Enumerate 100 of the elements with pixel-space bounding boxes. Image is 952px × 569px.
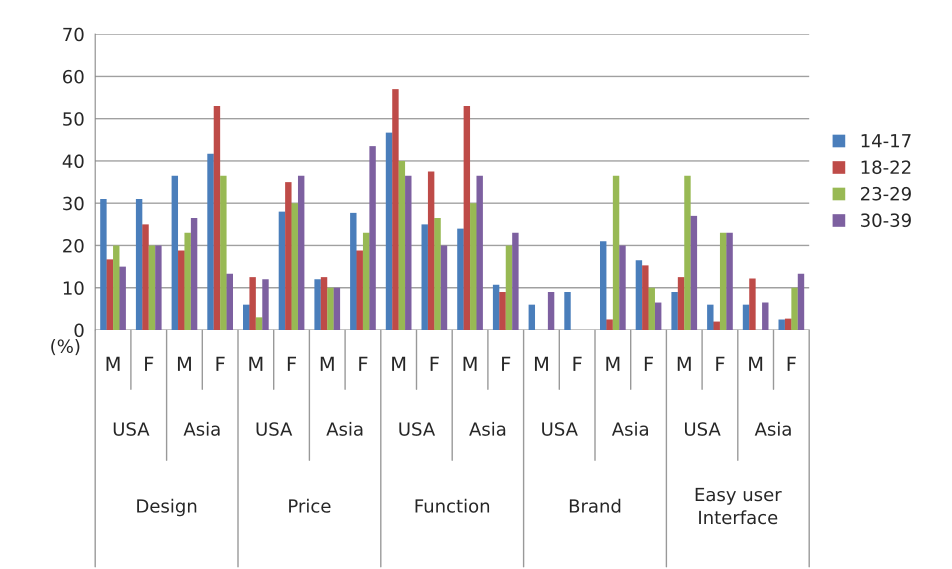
bar: [100, 198, 107, 330]
text: USA: [542, 422, 578, 436]
bar: [298, 176, 304, 330]
bar: [172, 176, 178, 330]
bar: [606, 319, 613, 330]
text: Asia: [326, 422, 362, 436]
bar: [405, 176, 412, 330]
bar: [707, 304, 714, 330]
text: USA: [256, 422, 292, 436]
text: Brand: [570, 498, 620, 513]
x-tick-label: M: [178, 356, 191, 371]
bar: [749, 278, 756, 330]
bar: [207, 154, 214, 330]
x-tick-label: M: [606, 356, 620, 371]
bar: [492, 284, 500, 330]
bar: [499, 292, 506, 330]
bar: [434, 218, 441, 330]
bar: [528, 304, 536, 330]
y-axis-title: (%): [51, 339, 80, 356]
x-tick-label: F: [216, 356, 225, 371]
text: USA: [114, 422, 150, 436]
bar: [350, 212, 357, 330]
bar: [506, 245, 512, 330]
bar: [642, 265, 649, 330]
text: Price: [289, 498, 330, 513]
bar: [148, 245, 156, 330]
bar: [457, 228, 464, 330]
bar: [190, 218, 198, 330]
x-tick-label: F: [430, 356, 439, 371]
x-tick-label: M: [392, 356, 406, 371]
bar: [636, 260, 642, 330]
x-tick-label: F: [644, 356, 654, 371]
x-tick-label: F: [359, 356, 368, 371]
bar: [214, 106, 220, 330]
y-tick-label: 20: [63, 238, 84, 253]
bar: [113, 245, 120, 330]
bar: [762, 302, 768, 330]
x-tick-label: F: [573, 356, 582, 371]
text: USA: [399, 422, 436, 436]
text: Design: [137, 498, 196, 516]
legend-label: 18-22: [862, 160, 910, 174]
bar: [440, 245, 448, 330]
x-tick-label: F: [502, 356, 510, 371]
bar: [476, 176, 483, 330]
bar: [356, 250, 363, 330]
y-tick-label: 30: [63, 196, 84, 210]
bar: [155, 245, 162, 330]
bar: [648, 288, 655, 330]
y-tick-label: 10: [64, 281, 84, 295]
bar: [398, 160, 406, 330]
bar: [249, 277, 256, 330]
x-tick-label: M: [749, 356, 762, 371]
bar: [285, 182, 292, 330]
text: Function: [416, 498, 490, 513]
bar: [690, 216, 698, 330]
bar: [226, 274, 233, 330]
bar: [654, 302, 662, 330]
x-tick-label: F: [716, 356, 724, 371]
x-tick-label: M: [320, 356, 334, 371]
bar: [422, 224, 428, 330]
y-tick-label: 70: [63, 28, 84, 42]
bar: [142, 224, 149, 330]
x-tick-label: M: [249, 356, 262, 371]
bar: [386, 132, 392, 330]
bar: [600, 241, 606, 330]
bar: [362, 232, 370, 330]
bar: [798, 274, 804, 330]
bar: [178, 250, 184, 330]
bar: [726, 232, 733, 330]
bar: [327, 288, 334, 330]
x-tick-label: M: [678, 356, 691, 371]
bar: [243, 304, 250, 330]
y-tick-label: 60: [63, 70, 84, 84]
bar: [612, 176, 620, 330]
x-tick-label: M: [106, 356, 120, 371]
bar: [106, 259, 114, 330]
bar: [684, 176, 691, 330]
bar: [619, 245, 626, 330]
bar: [292, 203, 298, 330]
text: Asia: [184, 422, 220, 436]
bar: [136, 198, 142, 330]
text: Easy user Interface: [696, 488, 782, 524]
bar: [262, 279, 269, 330]
bar: [564, 292, 571, 330]
bar: [320, 277, 328, 330]
bar: [334, 288, 340, 330]
legend-label: 23-29: [860, 186, 911, 201]
text: Asia: [612, 422, 648, 436]
legend-label: 14-17: [862, 134, 911, 148]
bar: [720, 232, 726, 330]
text: Asia: [754, 422, 791, 436]
bar: [464, 106, 470, 330]
x-tick-label: M: [464, 356, 477, 371]
bar: [256, 317, 262, 330]
bar: [791, 288, 798, 330]
bar: [119, 266, 126, 330]
bar: [392, 89, 399, 330]
legend-label: 30-39: [861, 213, 911, 228]
y-tick-label: 40: [62, 154, 84, 168]
x-tick-label: F: [145, 356, 154, 371]
